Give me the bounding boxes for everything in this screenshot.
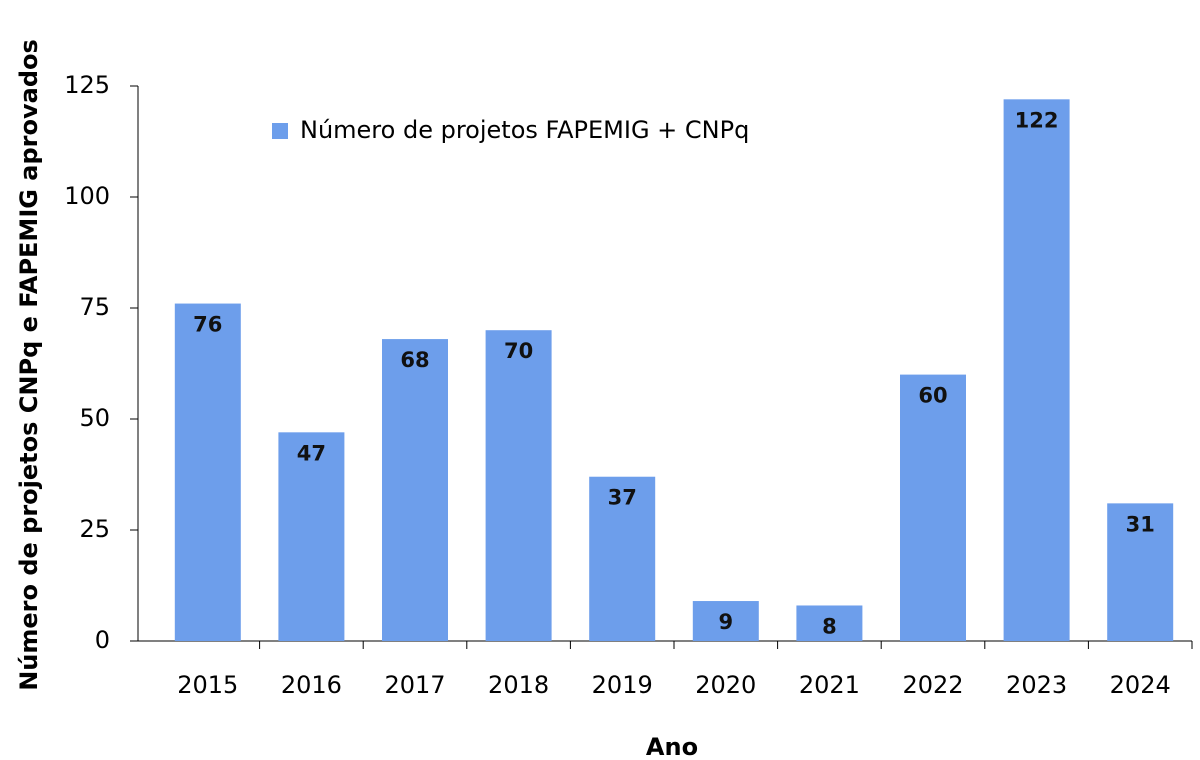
y-tick-label: 75 bbox=[79, 293, 110, 321]
y-tick-label: 100 bbox=[64, 182, 110, 210]
y-tick-label: 50 bbox=[79, 404, 110, 432]
data-label: 60 bbox=[918, 384, 947, 408]
bar bbox=[485, 330, 552, 641]
x-tick-label: 2017 bbox=[384, 671, 445, 699]
bar bbox=[900, 374, 966, 641]
y-axis-title: Número de projetos CNPq e FAPEMIG aprova… bbox=[15, 39, 43, 691]
x-axis-title: Ano bbox=[646, 733, 698, 760]
bar bbox=[174, 303, 241, 641]
data-label: 68 bbox=[400, 348, 429, 372]
data-label: 47 bbox=[297, 441, 326, 465]
data-label: 37 bbox=[608, 486, 637, 510]
bar bbox=[1003, 99, 1070, 641]
data-label: 70 bbox=[504, 339, 533, 363]
x-tick-label: 2021 bbox=[799, 671, 860, 699]
legend-swatch bbox=[272, 123, 288, 139]
bar bbox=[589, 476, 656, 641]
bar bbox=[1107, 503, 1174, 641]
y-tick-label: 25 bbox=[79, 515, 110, 543]
x-tick-label: 2015 bbox=[177, 671, 238, 699]
x-tick-label: 2022 bbox=[902, 671, 963, 699]
y-tick-label: 0 bbox=[95, 626, 110, 654]
bar bbox=[278, 432, 345, 641]
x-tick-label: 2016 bbox=[281, 671, 342, 699]
x-tick-label: 2020 bbox=[695, 671, 756, 699]
legend-label: Número de projetos FAPEMIG + CNPq bbox=[300, 116, 749, 144]
bar bbox=[382, 339, 448, 641]
bar bbox=[796, 605, 863, 641]
data-label: 122 bbox=[1015, 108, 1059, 132]
data-label: 9 bbox=[718, 610, 733, 634]
x-tick-label: 2024 bbox=[1110, 671, 1171, 699]
data-label: 76 bbox=[193, 313, 222, 337]
y-tick-label: 125 bbox=[64, 71, 110, 99]
bar bbox=[692, 601, 759, 641]
x-tick-label: 2018 bbox=[488, 671, 549, 699]
x-tick-label: 2019 bbox=[592, 671, 653, 699]
x-tick-label: 2023 bbox=[1006, 671, 1067, 699]
data-label: 31 bbox=[1126, 512, 1155, 536]
data-label: 8 bbox=[822, 614, 837, 638]
